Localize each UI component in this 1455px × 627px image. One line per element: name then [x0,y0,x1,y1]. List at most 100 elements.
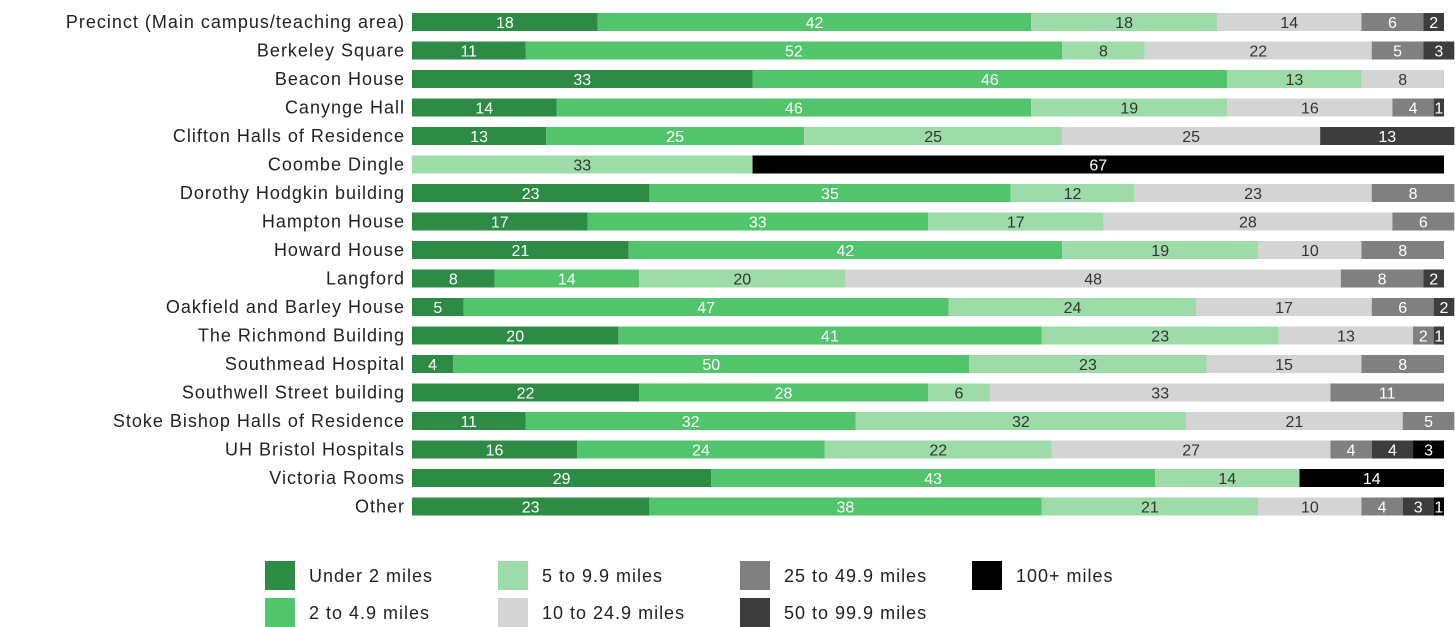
bar-segment [618,326,1042,345]
category-label: Stoke Bishop Halls of Residence [113,411,405,431]
data-label: 10 [1301,243,1319,260]
bar-segment [1423,269,1444,288]
bar-segment [845,269,1341,288]
data-label: 21 [1141,500,1159,517]
category-label: Beacon House [275,69,405,89]
data-label: 35 [821,186,839,203]
bar-segment [1402,412,1455,430]
bar-segment [1216,13,1362,31]
bar-segment [752,70,1228,88]
data-label: 4 [1409,101,1418,118]
data-label: 24 [692,443,710,460]
category-label: Canynge Hall [285,98,405,118]
bar-segment [1330,440,1372,459]
category-label: Southmead Hospital [225,354,405,374]
data-label: 12 [1064,186,1082,203]
bar-segment [546,127,805,145]
bar-segment [587,212,928,231]
bar-segment [969,355,1207,373]
category-label: Southwell Street building [182,383,405,403]
bar-segment [989,383,1331,402]
data-label: 8 [1398,357,1407,374]
bar-segment [525,412,856,430]
bar-segment [1361,13,1424,31]
bar-segment [1010,184,1135,202]
bar-segment [1371,184,1455,202]
data-label: 14 [1280,15,1298,32]
data-label: 4 [1347,443,1356,460]
bar-segment [494,269,640,288]
data-label: 8 [1378,272,1387,289]
bar-segment [412,383,640,402]
bar-segment [1144,41,1372,60]
data-label: 24 [1064,300,1082,317]
data-label: 11 [1379,386,1396,403]
bar-segment [824,440,1052,459]
data-label: 20 [733,272,751,289]
data-label: 15 [1275,357,1293,374]
data-label: 29 [553,471,571,488]
category-label: Hampton House [262,212,405,232]
bar-segment [628,241,1063,259]
bar-segment [412,440,578,459]
bar-segment [948,298,1197,316]
bar-segment [1413,440,1444,459]
category-label: Coombe Dingle [268,155,405,175]
bar-segment [525,41,1063,60]
bar-segment [752,155,1444,174]
bar-segment [1227,98,1393,117]
data-label: 23 [522,500,540,517]
data-label: 4 [1388,443,1397,460]
bar-segment [412,212,588,231]
data-label: 2 [1429,272,1438,289]
data-label: 11 [460,414,477,431]
data-label: 17 [1007,215,1025,232]
data-label: 6 [1419,215,1428,232]
legend-swatch [498,598,528,627]
legend-swatch [740,561,770,590]
category-label: Other [355,497,405,517]
data-label: 33 [573,158,591,175]
legend-label: Under 2 miles [309,566,433,586]
bar-segment [453,355,970,373]
bar-segment [649,497,1042,516]
bar-segment [412,127,547,145]
bars: 18 42 18 14 6 211 52 8 22 5 333 46 13 814 46 19 16 4 113 25… [412,13,1455,517]
bar-segment [711,469,1156,487]
bar-segment [1423,41,1455,60]
data-label: 33 [1151,386,1169,403]
bar-segment [1392,212,1455,231]
bar-segment [1062,127,1321,145]
bar-segment [577,440,825,459]
bar-segment [1258,241,1362,259]
bar-segment [1371,298,1434,316]
data-label: 6 [1388,15,1397,32]
bar-segment [1103,212,1393,231]
bar-segment [1361,355,1444,373]
data-label: 17 [491,215,509,232]
data-label: 16 [1301,101,1319,118]
bar-segment [1361,70,1444,88]
bar-segment [597,13,1032,31]
bar-segment [1062,241,1259,259]
data-label: 6 [955,386,964,403]
data-label: 52 [785,44,803,61]
data-label: 22 [1249,44,1267,61]
legend-swatch [265,561,295,590]
bar-segment [463,298,949,316]
category-label: Berkeley Square [257,41,405,61]
bar-segment [1134,184,1372,202]
bar-segment [412,70,753,88]
data-label: 13 [1285,72,1303,89]
data-label: 21 [511,243,529,260]
bar-segment [1361,241,1444,259]
data-label: 22 [929,443,947,460]
data-label: 5 [1424,414,1433,431]
data-label: 5 [1393,44,1402,61]
data-label: 23 [1151,329,1169,346]
bar-segment [1031,98,1228,117]
data-label: 8 [1099,44,1108,61]
bar-segment [649,184,1011,202]
data-label: 5 [433,300,442,317]
